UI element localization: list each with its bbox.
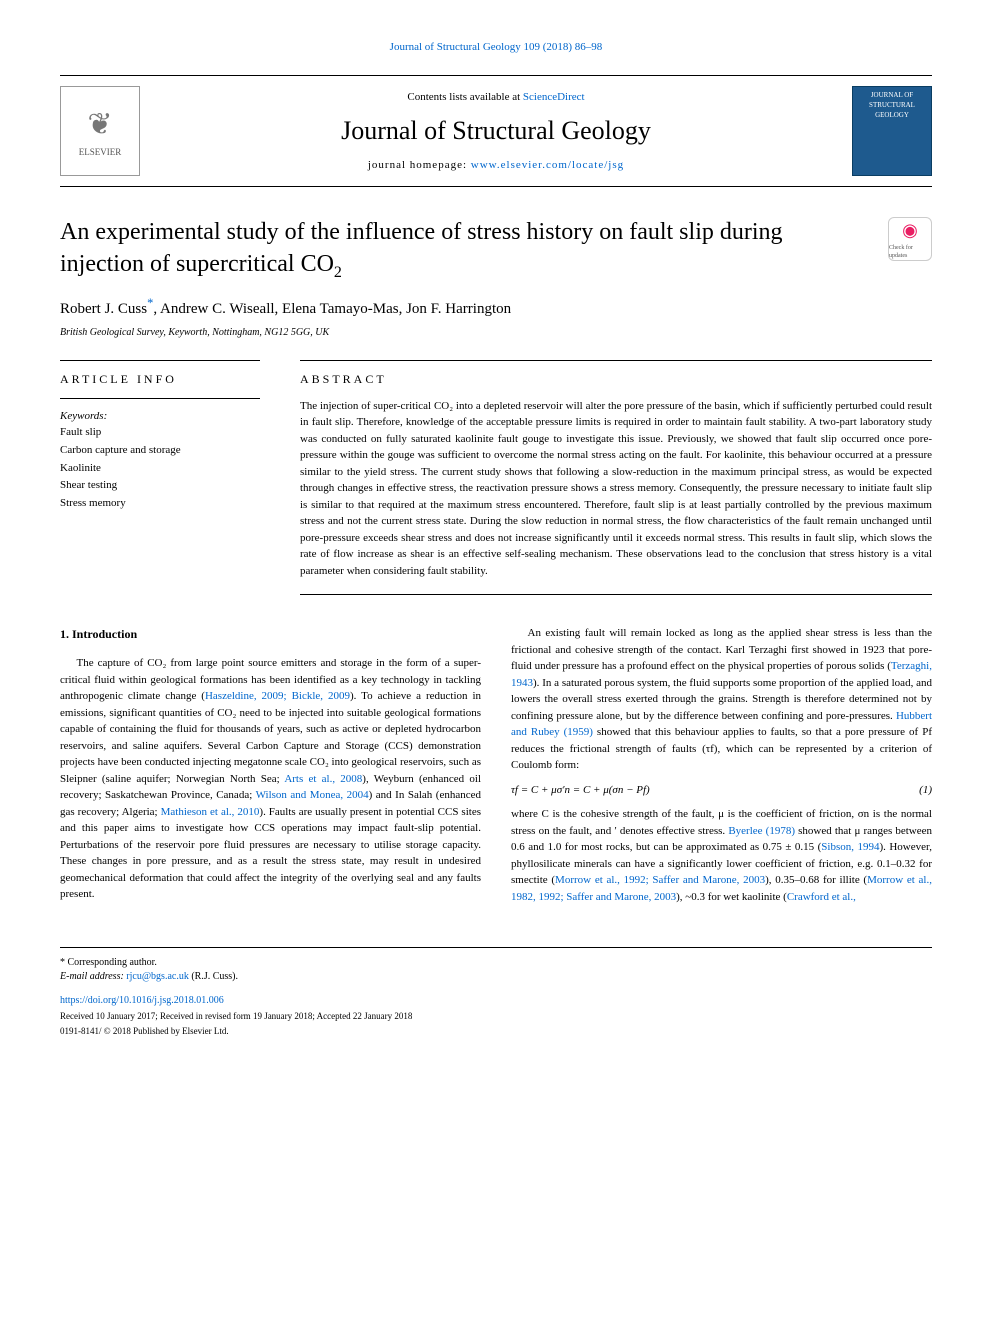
text: ), ~0.3 for wet kaolinite ( (676, 891, 787, 903)
citation-link[interactable]: Wilson and Monea, 2004 (256, 789, 369, 801)
email-line: E-mail address: rjcu@bgs.ac.uk (R.J. Cus… (60, 970, 932, 984)
authors: Robert J. Cuss*, Andrew C. Wiseall, Elen… (60, 295, 932, 320)
citation-link[interactable]: Byerlee (1978) (728, 825, 795, 837)
doi-link[interactable]: https://doi.org/10.1016/j.jsg.2018.01.00… (60, 994, 932, 1008)
copyright-line: 0191-8141/ © 2018 Published by Elsevier … (60, 1025, 932, 1038)
header-center: Contents lists available at ScienceDirec… (140, 90, 852, 173)
elsevier-tree-icon: ❦ (87, 104, 112, 146)
citation-link[interactable]: Arts et al., 2008 (284, 773, 362, 785)
check-updates-badge[interactable]: ◉ Check for updates (888, 217, 932, 261)
journal-reference: Journal of Structural Geology 109 (2018)… (60, 40, 932, 55)
abstract-text: The injection of super-critical CO₂ into… (300, 398, 932, 596)
body-column-left: 1. Introduction The capture of CO₂ from … (60, 625, 481, 907)
citation-link[interactable]: Crawford et al., (787, 891, 856, 903)
body-columns: 1. Introduction The capture of CO₂ from … (60, 625, 932, 907)
received-line: Received 10 January 2017; Received in re… (60, 1010, 932, 1023)
keyword: Carbon capture and storage (60, 442, 260, 460)
abstract-column: ABSTRACT The injection of super-critical… (300, 360, 932, 595)
publisher-logo: ❦ ELSEVIER (60, 86, 140, 176)
text: ). Faults are usually present in potenti… (60, 806, 481, 901)
crossmark-icon: ◉ (902, 218, 918, 243)
keywords-list: Fault slip Carbon capture and storage Ka… (60, 424, 260, 512)
article-info-heading: ARTICLE INFO (60, 360, 260, 388)
footer: * Corresponding author. E-mail address: … (60, 947, 932, 1037)
keyword: Stress memory (60, 495, 260, 513)
citation-link[interactable]: Mathieson et al., 2010 (161, 806, 260, 818)
journal-cover-thumbnail: JOURNAL OF STRUCTURAL GEOLOGY (852, 86, 932, 176)
citation-link[interactable]: Morrow et al., 1992; Saffer and Marone, … (555, 874, 765, 886)
author-1: Robert J. Cuss (60, 301, 147, 317)
paragraph: An existing fault will remain locked as … (511, 625, 932, 774)
text: ). In a saturated porous system, the flu… (511, 677, 932, 722)
check-updates-label: Check for updates (889, 244, 931, 261)
keyword: Shear testing (60, 477, 260, 495)
journal-homepage: journal homepage: www.elsevier.com/locat… (140, 158, 852, 173)
text: An existing fault will remain locked as … (511, 627, 932, 672)
title-row: An experimental study of the influence o… (60, 217, 932, 283)
divider (60, 398, 260, 399)
title-subscript: 2 (334, 263, 342, 280)
equation-body: τf = C + μσ′n = C + μ(σn − Pf) (511, 782, 650, 799)
info-abstract-row: ARTICLE INFO Keywords: Fault slip Carbon… (60, 360, 932, 595)
title-text: An experimental study of the influence o… (60, 219, 783, 276)
article-title: An experimental study of the influence o… (60, 217, 868, 283)
text: ), 0.35–0.68 for illite ( (765, 874, 867, 886)
abstract-heading: ABSTRACT (300, 360, 932, 388)
keywords-label: Keywords: (60, 409, 260, 424)
paragraph: The capture of CO₂ from large point sour… (60, 655, 481, 903)
section-heading: 1. Introduction (60, 625, 481, 643)
citation-link[interactable]: Haszeldine, 2009; Bickle, 2009 (205, 690, 350, 702)
equation-number: (1) (919, 782, 932, 799)
contents-line: Contents lists available at ScienceDirec… (140, 90, 852, 105)
text: ). To achieve a reduction in emissions, … (60, 690, 481, 785)
email-suffix: (R.J. Cuss). (189, 971, 238, 982)
email-label: E-mail address: (60, 971, 126, 982)
citation-link[interactable]: Sibson, 1994 (821, 841, 879, 853)
journal-header: ❦ ELSEVIER Contents lists available at S… (60, 75, 932, 187)
journal-title: Journal of Structural Geology (140, 113, 852, 149)
keyword: Kaolinite (60, 460, 260, 478)
email-link[interactable]: rjcu@bgs.ac.uk (126, 971, 189, 982)
keyword: Fault slip (60, 424, 260, 442)
paragraph: where C is the cohesive strength of the … (511, 806, 932, 905)
article-info: ARTICLE INFO Keywords: Fault slip Carbon… (60, 360, 260, 595)
corresponding-note: * Corresponding author. (60, 956, 932, 970)
homepage-link[interactable]: www.elsevier.com/locate/jsg (471, 159, 624, 171)
homepage-prefix: journal homepage: (368, 159, 471, 171)
equation-1: τf = C + μσ′n = C + μ(σn − Pf) (1) (511, 782, 932, 799)
affiliation: British Geological Survey, Keyworth, Not… (60, 326, 932, 340)
authors-rest: , Andrew C. Wiseall, Elena Tamayo-Mas, J… (153, 301, 511, 317)
publisher-name: ELSEVIER (79, 146, 122, 159)
contents-prefix: Contents lists available at (407, 91, 522, 103)
body-column-right: An existing fault will remain locked as … (511, 625, 932, 907)
sciencedirect-link[interactable]: ScienceDirect (523, 91, 585, 103)
